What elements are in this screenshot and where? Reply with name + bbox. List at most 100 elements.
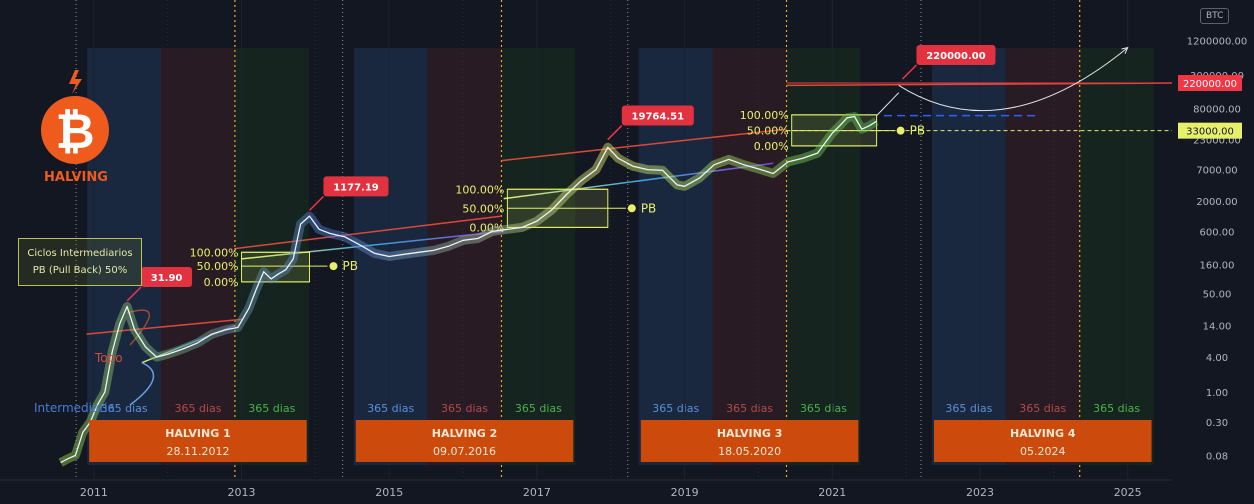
y-tick-label: 4.00 [1206,353,1228,364]
halving-box [934,420,1152,462]
y-axis: 1200000.00300000.0080000.0023000.007000.… [1172,0,1254,504]
topo-line [234,215,502,250]
zone-days-label: 365 dias [174,402,221,415]
zone-days-label: 365 dias [441,402,488,415]
y-tick-label: 23000.00 [1193,136,1241,147]
pb-dot [896,126,905,135]
y-tick-label: 0.30 [1206,418,1228,429]
info-box-line1: Ciclos Intermediarios [27,248,133,259]
y-tick-label: 0.08 [1206,451,1228,462]
peak-box [916,45,996,66]
zone-days-label: 365 dias [652,402,699,415]
price-line [60,115,877,464]
peak-box [621,105,694,126]
cycle-zone [161,48,235,465]
x-tick-label: 2017 [523,486,551,499]
halving-box-title: HALVING 1 [165,427,231,440]
peak-pointer [308,195,325,211]
y-tick-label: 7000.00 [1196,166,1237,177]
cycle-zone [1005,48,1080,465]
y-tick-label: 50.00 [1203,290,1232,301]
halving-box-date: 18.05.2020 [718,445,781,458]
cycle-zone [427,48,502,465]
fib-retracements: 100.00%50.00%0.00%PB100.00%50.00%0.00%PB… [190,109,925,289]
fib-level-label: 100.00% [740,109,789,122]
peak-value: 220000.00 [926,51,986,62]
y-tick-label: 160.00 [1200,260,1235,271]
price-series [58,112,879,467]
halving-boxes: HALVING 1 28.11.2012 HALVING 2 09.07.2016 HA… [89,420,1152,462]
zone-days-label: 365 dias [101,402,148,415]
zone-days-label: 365 dias [1019,402,1066,415]
cycle-zone [932,48,1006,465]
fib-level-label: 0.00% [204,276,239,289]
y-tick-label: 1200000.00 [1187,36,1247,47]
halving-box-date: 28.11.2012 [166,445,229,458]
y-tick-label: 1.00 [1206,388,1228,399]
halving-box-title: HALVING 4 [1010,427,1076,440]
cycle-zones: 365 dias 365 dias 365 dias 365 dias 365 dias… [87,48,1154,465]
zone-days-label: 365 dias [945,402,992,415]
halving-logo-text: HALVING [44,170,108,185]
x-tick-label: 2023 [966,486,994,499]
intermediate-curve [129,362,155,406]
fib-level-label: 50.00% [197,260,239,273]
pb-dot [329,262,338,271]
forecast-projection [876,48,1128,116]
zone-days-label: 365 dias [800,402,847,415]
halving-box-date: 09.07.2016 [433,445,496,458]
fib-level-label: 50.00% [462,202,504,215]
cycle-zone [501,48,576,465]
peak-pointer [901,64,917,80]
y-marker-label: 33000.00 [1186,127,1234,138]
pb-label: PB [641,201,656,215]
peak-value: 19764.51 [632,112,685,123]
x-axis-bg [0,480,1172,504]
pb-dot [627,204,636,213]
x-tick-label: 2015 [375,486,403,499]
zone-days-label: 365 dias [515,402,562,415]
grid-lines [93,0,1203,480]
halving-box [89,420,307,462]
zone-days-label: 365 dias [726,402,773,415]
fib-level-label: 100.00% [190,246,239,259]
halving-logo: ₿ HALVING [38,70,114,190]
peak-box [141,266,193,287]
bitcoin-icon: ₿ [41,70,109,164]
halving-box [640,420,859,462]
peak-value: 1177.19 [333,182,379,193]
zone-days-label: 365 dias [1093,402,1140,415]
peak-pointer [126,286,142,302]
info-box-line2: PB (Pull Back) 50% [32,265,128,276]
y-tick-label: 14.00 [1203,322,1232,333]
pb-label: PB [342,259,357,273]
intermediate-line [503,162,774,200]
peak-pointer [607,125,623,141]
peak-value: 31.90 [151,273,183,284]
info-box: Ciclos Intermediarios PB (Pull Back) 50% [18,238,142,286]
x-tick-label: 2019 [671,486,699,499]
line-labels: Topo Intermediaria [34,351,123,415]
x-tick-label: 2021 [818,486,846,499]
y-tick-label: 2000.00 [1196,197,1237,208]
halving-box-date: 05.2024 [1020,445,1066,458]
y-marker-badge [1178,75,1242,92]
halving-box-title: HALVING 2 [432,427,498,440]
forecast-up [876,92,900,116]
peak-labels: 31.90 1177.19 19764.51 220000.00 [126,45,996,302]
fib-level-label: 100.00% [455,183,504,196]
topo-line [501,128,787,162]
y-tick-label: 80000.00 [1193,104,1241,115]
cycle-zone [1079,48,1154,465]
topo-line [86,318,242,335]
halving-box [355,420,574,462]
pb-label: PB [910,124,925,138]
y-marker-label: 220000.00 [1183,79,1237,90]
fib-level-label: 50.00% [747,125,789,138]
x-tick-label: 2013 [228,486,256,499]
intermediate-label: Intermediaria [34,401,115,415]
x-tick-label: 2025 [1114,486,1142,499]
y-tick-label: 600.00 [1200,227,1235,238]
y-marker-badge [1178,122,1242,139]
